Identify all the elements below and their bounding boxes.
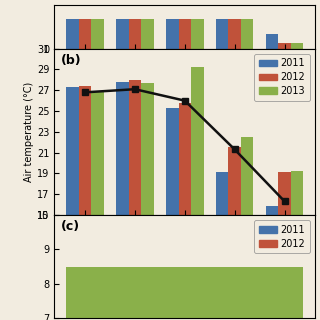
Bar [291,171,303,320]
Bar [79,20,91,49]
Bar [129,80,141,320]
Y-axis label: Air temperature (°C): Air temperature (°C) [24,82,34,182]
X-axis label: Months: Months [162,65,208,75]
Text: (b): (b) [61,54,82,67]
Bar [129,20,141,49]
Bar [66,20,79,49]
Bar [166,20,179,49]
Bar [241,137,253,320]
Bar [266,205,278,320]
Legend: 2011, 2012, 2013: 2011, 2012, 2013 [254,53,310,101]
Bar [141,83,154,320]
Bar [216,172,228,320]
Text: (c): (c) [61,220,80,233]
Bar [291,43,303,49]
Bar [166,108,179,320]
Bar [228,20,241,49]
Bar [241,20,253,49]
Bar [91,92,104,320]
Bar [179,103,191,320]
X-axis label: Months: Months [162,231,208,241]
Bar [191,20,204,49]
Bar [278,43,291,49]
Bar [116,20,129,49]
Bar [79,86,91,320]
Bar [266,34,278,49]
Legend: 2011, 2012: 2011, 2012 [254,220,310,253]
Bar [66,87,79,320]
Bar [91,20,104,49]
Bar [278,172,291,320]
Bar [191,68,204,320]
Bar [216,20,228,49]
Bar [116,82,129,320]
Bar [179,20,191,49]
Bar [141,20,154,49]
Bar [228,148,241,320]
